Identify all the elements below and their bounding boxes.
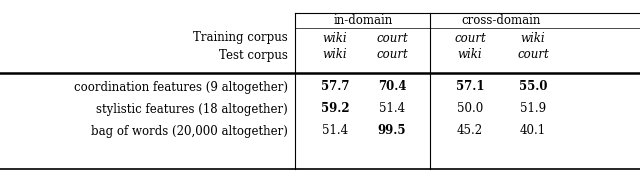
Text: wiki: wiki	[458, 49, 483, 62]
Text: 51.4: 51.4	[322, 125, 348, 138]
Text: 50.0: 50.0	[457, 103, 483, 116]
Text: 57.1: 57.1	[456, 80, 484, 94]
Text: 45.2: 45.2	[457, 125, 483, 138]
Text: 57.7: 57.7	[321, 80, 349, 94]
Text: 99.5: 99.5	[378, 125, 406, 138]
Text: 40.1: 40.1	[520, 125, 546, 138]
Text: coordination features (9 altogether): coordination features (9 altogether)	[74, 80, 288, 94]
Text: 51.9: 51.9	[520, 103, 546, 116]
Text: bag of words (20,000 altogether): bag of words (20,000 altogether)	[91, 125, 288, 138]
Text: 59.2: 59.2	[321, 103, 349, 116]
Text: 70.4: 70.4	[378, 80, 406, 94]
Text: court: court	[454, 32, 486, 45]
Text: 51.4: 51.4	[379, 103, 405, 116]
Text: in-domain: in-domain	[334, 14, 393, 27]
Text: court: court	[376, 49, 408, 62]
Text: cross-domain: cross-domain	[462, 14, 541, 27]
Text: stylistic features (18 altogether): stylistic features (18 altogether)	[96, 103, 288, 116]
Text: 55.0: 55.0	[519, 80, 547, 94]
Text: court: court	[376, 32, 408, 45]
Text: wiki: wiki	[521, 32, 545, 45]
Text: wiki: wiki	[323, 49, 348, 62]
Text: Test corpus: Test corpus	[219, 49, 288, 62]
Text: wiki: wiki	[323, 32, 348, 45]
Text: court: court	[517, 49, 549, 62]
Text: Training corpus: Training corpus	[193, 32, 288, 45]
